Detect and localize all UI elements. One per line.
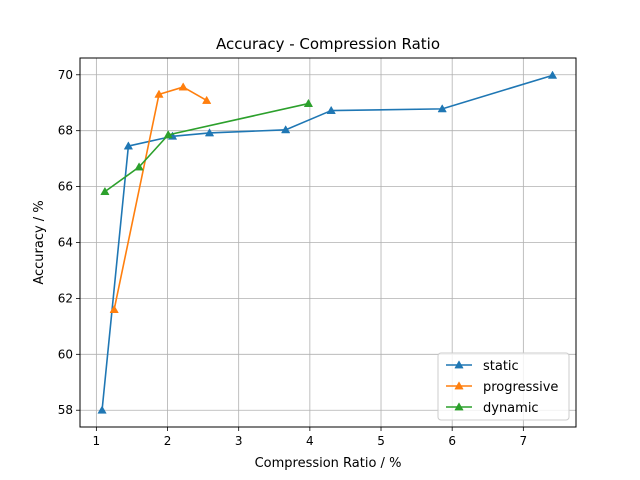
series-static bbox=[97, 70, 558, 414]
data-point-static bbox=[326, 105, 336, 114]
legend-label-progressive: progressive bbox=[483, 380, 558, 395]
legend-label-dynamic: dynamic bbox=[483, 401, 539, 416]
data-point-progressive bbox=[154, 89, 164, 98]
series-dynamic bbox=[100, 98, 314, 196]
y-tick-label: 64 bbox=[58, 236, 73, 250]
data-point-static bbox=[437, 104, 447, 113]
legend-marker-progressive bbox=[454, 381, 464, 390]
data-point-static bbox=[281, 125, 291, 134]
y-tick-label: 62 bbox=[58, 291, 73, 305]
x-tick-label: 7 bbox=[520, 434, 528, 448]
x-tick-label: 3 bbox=[235, 434, 243, 448]
series-line-progressive bbox=[113, 86, 208, 310]
y-tick-label: 70 bbox=[58, 68, 73, 82]
legend-label-static: static bbox=[483, 359, 519, 374]
y-axis-label: Accuracy / % bbox=[32, 200, 47, 284]
legend-marker-static bbox=[454, 360, 464, 369]
legend-box bbox=[437, 352, 570, 421]
y-tick-label: 58 bbox=[58, 403, 73, 417]
series-line-static bbox=[101, 74, 553, 411]
data-point-progressive bbox=[202, 95, 212, 104]
data-point-dynamic bbox=[134, 162, 144, 171]
data-point-static bbox=[547, 70, 558, 79]
chart-title: Accuracy - Compression Ratio bbox=[216, 35, 440, 53]
series-layer bbox=[97, 70, 558, 414]
data-point-dynamic bbox=[163, 130, 173, 139]
data-point-progressive bbox=[178, 82, 188, 91]
x-axis-label: Compression Ratio / % bbox=[255, 456, 402, 471]
y-tick-label: 60 bbox=[58, 347, 73, 361]
series-progressive bbox=[109, 82, 212, 313]
x-tick-label: 4 bbox=[306, 434, 314, 448]
data-point-progressive bbox=[109, 304, 119, 313]
series-line-dynamic bbox=[104, 102, 309, 193]
legend-marker-dynamic bbox=[454, 402, 464, 411]
x-tick-label: 6 bbox=[448, 434, 456, 448]
x-tick-label: 2 bbox=[164, 434, 172, 448]
data-point-dynamic bbox=[303, 98, 314, 107]
data-point-static bbox=[97, 405, 107, 414]
y-tick-label: 68 bbox=[58, 124, 73, 138]
x-tick-label: 5 bbox=[377, 434, 385, 448]
x-tick-label: 1 bbox=[93, 434, 101, 448]
data-point-dynamic bbox=[100, 186, 110, 196]
y-tick-label: 66 bbox=[58, 180, 73, 194]
axis-ticks: 1 2 3 4 5 6 7 58 60 62 64 66 68 70 bbox=[58, 68, 527, 448]
data-point-static bbox=[204, 128, 215, 137]
legend: static progressive dynamic bbox=[437, 352, 570, 421]
data-point-static bbox=[123, 141, 134, 150]
